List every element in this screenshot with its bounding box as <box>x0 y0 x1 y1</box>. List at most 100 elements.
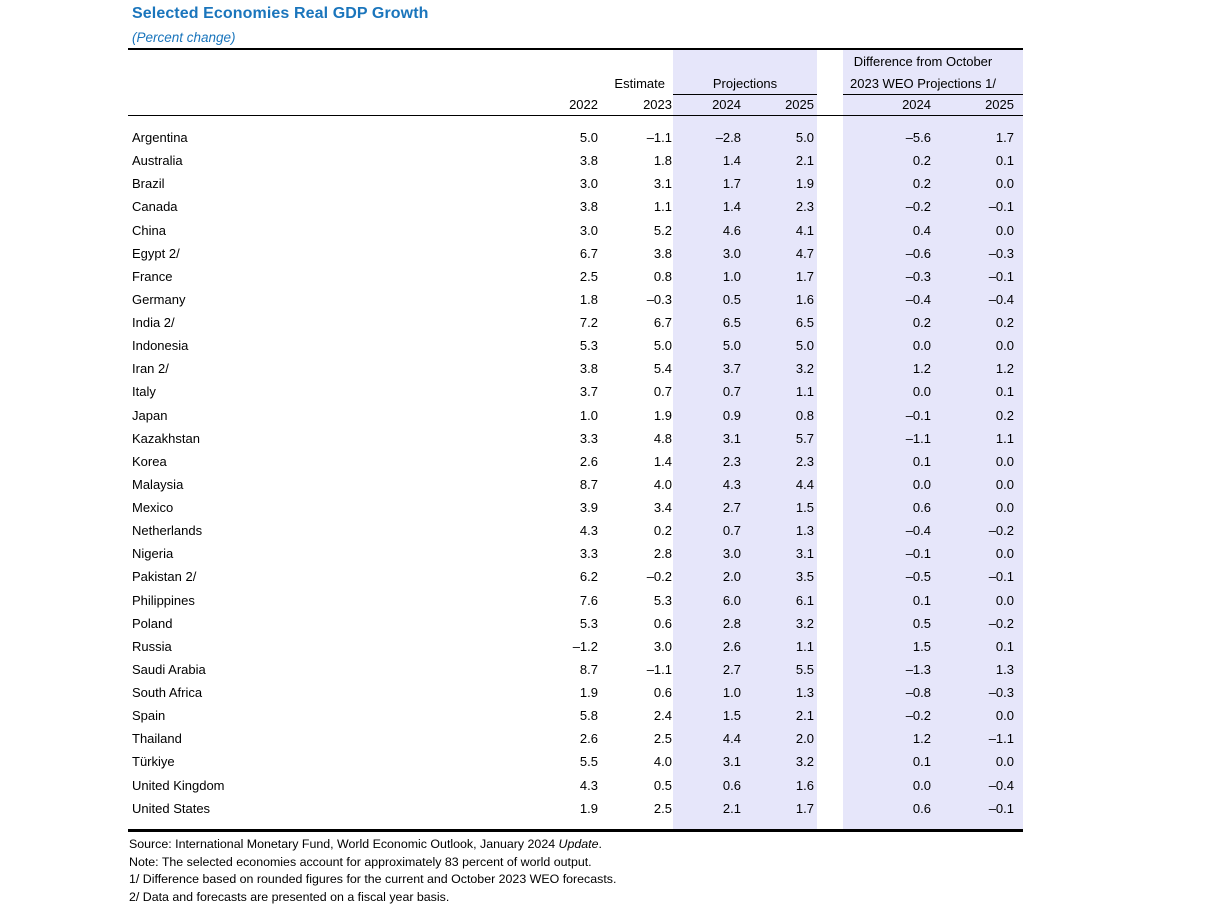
cell-2025-difference: –0.4 <box>988 777 1014 793</box>
country-name: Mexico <box>132 500 174 515</box>
country-name: Poland <box>132 615 173 631</box>
source-note-italic: Update <box>558 837 599 851</box>
cell-2022: –1.2 <box>572 638 598 654</box>
cell-2023-estimate: 5.0 <box>653 338 672 354</box>
cell-2024-projection: 3.0 <box>722 245 741 261</box>
cell-2024-difference: –0.6 <box>905 245 931 261</box>
cell-2025-projection: 1.7 <box>795 268 814 284</box>
table-row: Egypt 2/ 6.7 3.8 3.0 4.7 –0.6 –0.3 <box>128 242 1023 265</box>
cell-2024-projection: 1.4 <box>722 199 741 215</box>
table-row: Japan 1.0 1.9 0.9 0.8 –0.1 0.2 <box>128 404 1023 427</box>
country-name: Canada <box>132 199 178 215</box>
cell-2025-projection: 2.3 <box>795 453 814 469</box>
cell-2024-projection: 6.5 <box>722 315 741 330</box>
cell-2024-difference: 0.1 <box>912 453 931 469</box>
cell-2024-projection: 2.7 <box>722 500 741 515</box>
cell-2023-estimate: 0.7 <box>653 384 672 400</box>
cell-2025-projection: 2.1 <box>795 708 814 724</box>
cell-2024-projection: 2.7 <box>722 661 741 677</box>
cell-2025-projection: 1.9 <box>795 176 814 192</box>
country-name: Philippines <box>132 592 195 608</box>
cell-2023-estimate: –1.1 <box>646 130 672 145</box>
cell-2022: 2.5 <box>579 268 598 284</box>
cell-2023-estimate: 1.4 <box>653 453 672 469</box>
cell-2022: 3.0 <box>579 176 598 192</box>
page-title: Selected Economies Real GDP Growth <box>132 5 429 22</box>
cell-2024-difference: 1.5 <box>912 638 931 654</box>
table-row: Poland 5.3 0.6 2.8 3.2 0.5 –0.2 <box>128 612 1023 635</box>
year-header-row: 2022 2023 2024 2025 2024 2025 <box>128 95 1023 114</box>
year-header-2023: 2023 <box>643 97 672 112</box>
country-name: Thailand <box>132 731 182 747</box>
cell-2023-estimate: 4.0 <box>653 754 672 770</box>
table-row: Netherlands 4.3 0.2 0.7 1.3 –0.4 –0.2 <box>128 519 1023 542</box>
table-header: Difference from October Estimate Project… <box>128 50 1023 116</box>
cell-2023-estimate: 3.0 <box>653 638 672 654</box>
cell-2024-difference: 1.2 <box>912 361 931 377</box>
cell-2024-difference: –0.1 <box>905 546 931 562</box>
cell-2024-difference: 0.1 <box>912 754 931 770</box>
cell-2025-projection: 1.6 <box>795 291 814 307</box>
cell-2025-difference: 0.0 <box>995 476 1014 492</box>
cell-2022: 3.0 <box>579 222 598 238</box>
cell-2025-difference: 0.0 <box>995 222 1014 238</box>
cell-2024-difference: –5.6 <box>905 130 931 145</box>
table-row: Italy 3.7 0.7 0.7 1.1 0.0 0.1 <box>128 380 1023 403</box>
source-note-text: Source: International Monetary Fund, Wor… <box>129 837 559 851</box>
cell-2024-difference: 0.5 <box>912 615 931 631</box>
cell-2022: 5.8 <box>579 708 598 724</box>
cell-2025-projection: 5.5 <box>795 661 814 677</box>
table-body: Argentina 5.0 –1.1 –2.8 5.0 –5.6 1.7 Aus… <box>128 126 1023 820</box>
cell-2022: 6.7 <box>579 245 598 261</box>
cell-2022: 3.8 <box>579 153 598 169</box>
cell-2023-estimate: 3.4 <box>653 500 672 515</box>
cell-2025-difference: 1.3 <box>995 661 1014 677</box>
coverage-note: Note: The selected economies account for… <box>129 854 592 869</box>
cell-2022: 5.3 <box>579 615 598 631</box>
cell-2024-difference: 0.2 <box>912 153 931 169</box>
cell-2025-projection: 1.3 <box>795 685 814 700</box>
header-bottom-rule <box>128 114 1023 116</box>
table-row: Kazakhstan 3.3 4.8 3.1 5.7 –1.1 1.1 <box>128 427 1023 450</box>
cell-2025-difference: –0.2 <box>988 615 1014 631</box>
cell-2023-estimate: 2.5 <box>653 800 672 816</box>
cell-2025-difference: –0.1 <box>988 199 1014 215</box>
cell-2023-estimate: 0.6 <box>653 615 672 631</box>
cell-2025-difference: 1.7 <box>995 130 1014 145</box>
country-name: Saudi Arabia <box>132 661 206 677</box>
table-row: Türkiye 5.5 4.0 3.1 3.2 0.1 0.0 <box>128 750 1023 773</box>
cell-2025-projection: 4.7 <box>795 245 814 261</box>
cell-2024-projection: 4.4 <box>722 731 741 747</box>
cell-2023-estimate: 0.5 <box>653 777 672 793</box>
cell-2022: 3.9 <box>579 500 598 515</box>
cell-2023-estimate: 6.7 <box>653 315 672 330</box>
cell-2023-estimate: 1.8 <box>653 153 672 169</box>
projections-group-underline <box>673 94 817 95</box>
page-subtitle: (Percent change) <box>132 30 236 45</box>
country-name: Nigeria <box>132 546 174 562</box>
cell-2024-difference: 0.0 <box>912 384 931 400</box>
year-header-2024-proj: 2024 <box>712 97 741 112</box>
cell-2023-estimate: 2.4 <box>653 708 672 724</box>
cell-2025-projection: 5.0 <box>795 338 814 354</box>
cell-2025-projection: 3.2 <box>795 754 814 770</box>
country-name: Italy <box>132 384 156 400</box>
cell-2022: 4.3 <box>579 523 598 539</box>
cell-2022: 1.0 <box>579 407 598 423</box>
cell-2025-difference: –0.1 <box>988 569 1014 585</box>
cell-2023-estimate: –0.2 <box>646 569 672 585</box>
table-row: South Africa 1.9 0.6 1.0 1.3 –0.8 –0.3 <box>128 681 1023 704</box>
cell-2024-projection: 0.7 <box>722 384 741 400</box>
cell-2022: 5.5 <box>579 754 598 770</box>
cell-2025-projection: 0.8 <box>795 407 814 423</box>
cell-2024-projection: 2.6 <box>722 638 741 654</box>
cell-2025-projection: 3.1 <box>795 546 814 562</box>
cell-2023-estimate: 3.1 <box>653 176 672 192</box>
country-column-header <box>128 95 468 114</box>
cell-2025-difference: 0.1 <box>995 153 1014 169</box>
table-row: Iran 2/ 3.8 5.4 3.7 3.2 1.2 1.2 <box>128 357 1023 380</box>
cell-2024-projection: 2.8 <box>722 615 741 631</box>
cell-2022: 1.9 <box>579 685 598 700</box>
cell-2024-projection: 0.7 <box>722 523 741 539</box>
year-header-2024-diff: 2024 <box>902 97 931 112</box>
